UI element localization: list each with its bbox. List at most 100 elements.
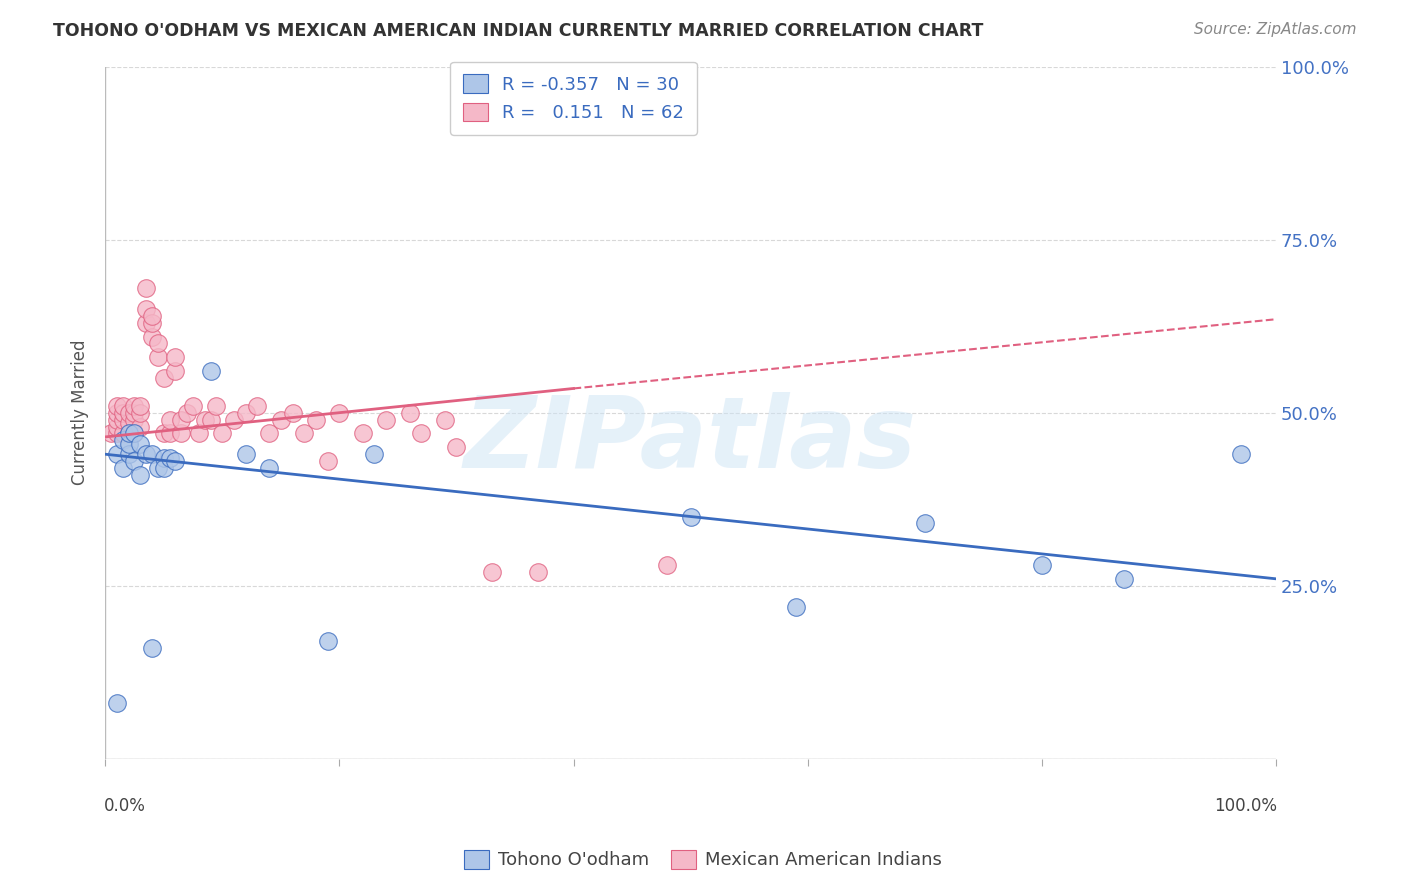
Legend: Tohono O'odham, Mexican American Indians: Tohono O'odham, Mexican American Indians	[454, 841, 952, 879]
Point	[105, 697, 128, 711]
Point	[785, 599, 807, 614]
Point	[316, 634, 339, 648]
Point	[398, 406, 420, 420]
Point	[146, 461, 169, 475]
Point	[100, 426, 122, 441]
Point	[281, 406, 304, 420]
Text: Source: ZipAtlas.com: Source: ZipAtlas.com	[1194, 22, 1357, 37]
Point	[657, 558, 679, 572]
Point	[187, 426, 209, 441]
Point	[200, 364, 222, 378]
Point	[129, 419, 152, 434]
Point	[135, 316, 157, 330]
Point	[146, 351, 169, 365]
Point	[135, 301, 157, 316]
Point	[105, 399, 128, 413]
Point	[117, 406, 139, 420]
Point	[352, 426, 374, 441]
Point	[176, 406, 198, 420]
Point	[446, 440, 468, 454]
Point	[363, 447, 385, 461]
Point	[124, 426, 146, 441]
Point	[105, 426, 128, 441]
Point	[1112, 572, 1135, 586]
Point	[141, 329, 163, 343]
Point	[146, 336, 169, 351]
Point	[129, 399, 152, 413]
Point	[159, 426, 181, 441]
Point	[246, 399, 269, 413]
Point	[117, 437, 139, 451]
Point	[117, 416, 139, 430]
Point	[257, 426, 280, 441]
Text: 0.0%: 0.0%	[104, 797, 146, 815]
Point	[433, 412, 456, 426]
Point	[141, 640, 163, 655]
Point	[1230, 447, 1253, 461]
Point	[124, 426, 146, 441]
Point	[527, 565, 550, 579]
Point	[292, 426, 315, 441]
Point	[124, 399, 146, 413]
Point	[411, 426, 433, 441]
Point	[1031, 558, 1053, 572]
Point	[194, 412, 217, 426]
Point	[111, 406, 134, 420]
Point	[328, 406, 350, 420]
Point	[124, 412, 146, 426]
Point	[481, 565, 503, 579]
Point	[141, 309, 163, 323]
Point	[316, 454, 339, 468]
Point	[141, 447, 163, 461]
Point	[124, 454, 146, 468]
Point	[914, 516, 936, 531]
Text: ZIPatlas: ZIPatlas	[464, 392, 917, 489]
Point	[159, 412, 181, 426]
Point	[105, 406, 128, 420]
Point	[181, 399, 204, 413]
Point	[141, 316, 163, 330]
Point	[105, 412, 128, 426]
Point	[257, 461, 280, 475]
Point	[117, 426, 139, 441]
Point	[111, 412, 134, 426]
Point	[375, 412, 398, 426]
Point	[165, 364, 187, 378]
Point	[105, 419, 128, 434]
Point	[117, 426, 139, 441]
Point	[111, 461, 134, 475]
Point	[305, 412, 328, 426]
Point	[211, 426, 233, 441]
Point	[117, 447, 139, 461]
Point	[152, 371, 174, 385]
Point	[111, 434, 134, 448]
Point	[129, 467, 152, 482]
Point	[235, 406, 257, 420]
Legend: R = -0.357   N = 30, R =   0.151   N = 62: R = -0.357 N = 30, R = 0.151 N = 62	[450, 62, 697, 135]
Y-axis label: Currently Married: Currently Married	[72, 340, 89, 485]
Point	[135, 281, 157, 295]
Point	[111, 399, 134, 413]
Point	[111, 426, 134, 441]
Point	[105, 447, 128, 461]
Text: TOHONO O'ODHAM VS MEXICAN AMERICAN INDIAN CURRENTLY MARRIED CORRELATION CHART: TOHONO O'ODHAM VS MEXICAN AMERICAN INDIA…	[53, 22, 984, 40]
Point	[129, 406, 152, 420]
Point	[200, 412, 222, 426]
Point	[165, 351, 187, 365]
Point	[152, 461, 174, 475]
Point	[129, 437, 152, 451]
Point	[159, 450, 181, 465]
Point	[205, 399, 228, 413]
Point	[152, 426, 174, 441]
Point	[165, 454, 187, 468]
Point	[679, 509, 702, 524]
Point	[235, 447, 257, 461]
Text: 100.0%: 100.0%	[1215, 797, 1277, 815]
Point	[222, 412, 245, 426]
Point	[170, 412, 193, 426]
Point	[135, 447, 157, 461]
Point	[124, 406, 146, 420]
Point	[270, 412, 292, 426]
Point	[152, 450, 174, 465]
Point	[170, 426, 193, 441]
